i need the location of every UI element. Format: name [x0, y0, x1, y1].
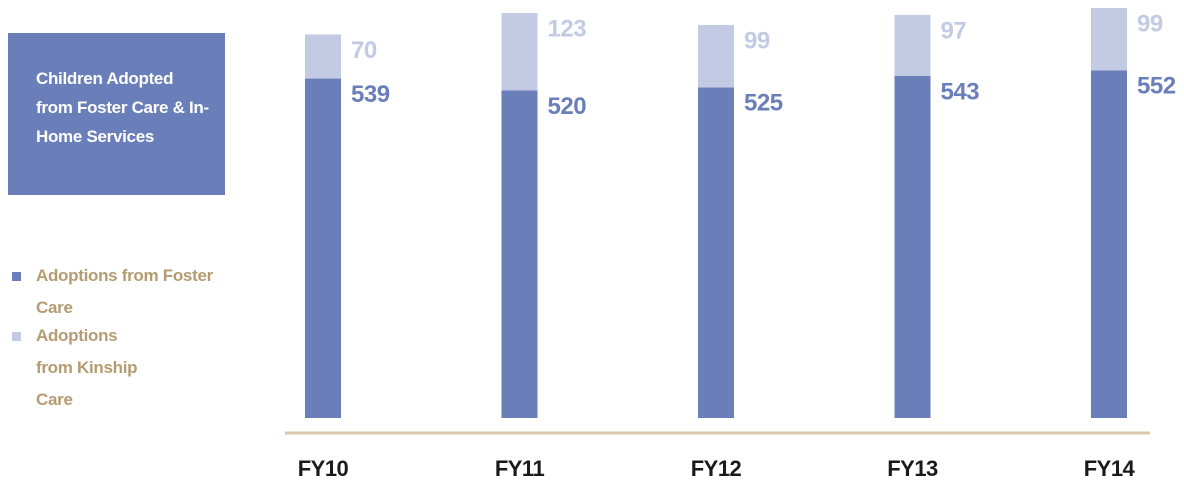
- value-label: 99: [1137, 10, 1163, 37]
- legend-swatch: [12, 332, 21, 341]
- x-tick-label: FY12: [691, 456, 742, 481]
- bar-segment: [305, 34, 341, 79]
- bar-segment: [1091, 70, 1127, 419]
- value-label: 552: [1137, 73, 1176, 100]
- bar-segment: [305, 78, 341, 419]
- bar-segment: [501, 90, 538, 418]
- value-label: 123: [548, 15, 587, 42]
- x-tick-label: FY13: [887, 456, 938, 481]
- x-tick-label: FY11: [495, 456, 545, 481]
- legend-item: Adoptions from Kinship Care: [12, 320, 156, 416]
- bar-segment: [894, 14, 931, 77]
- value-label: 520: [548, 93, 587, 120]
- x-tick-label: FY10: [298, 456, 349, 481]
- value-label: 99: [744, 27, 770, 54]
- bar-segment: [501, 13, 538, 91]
- value-label: 97: [941, 17, 967, 44]
- value-label: 543: [941, 78, 980, 105]
- x-tick-label: FY14: [1084, 456, 1136, 481]
- legend-label: Adoptions from Kinship Care: [36, 326, 138, 409]
- value-label: 525: [744, 90, 783, 117]
- legend-swatch: [12, 272, 21, 281]
- chart-title: Children Adopted from Foster Care & In-H…: [8, 33, 225, 195]
- legend-item: Adoptions from Foster Care: [12, 260, 246, 324]
- bar-segment: [894, 76, 931, 418]
- bar-segment: [698, 25, 734, 88]
- value-label: 539: [351, 81, 390, 108]
- legend-label: Adoptions from Foster Care: [36, 266, 213, 317]
- value-label: 70: [351, 37, 377, 64]
- bar-segment: [1091, 8, 1127, 71]
- bar-segment: [698, 87, 734, 419]
